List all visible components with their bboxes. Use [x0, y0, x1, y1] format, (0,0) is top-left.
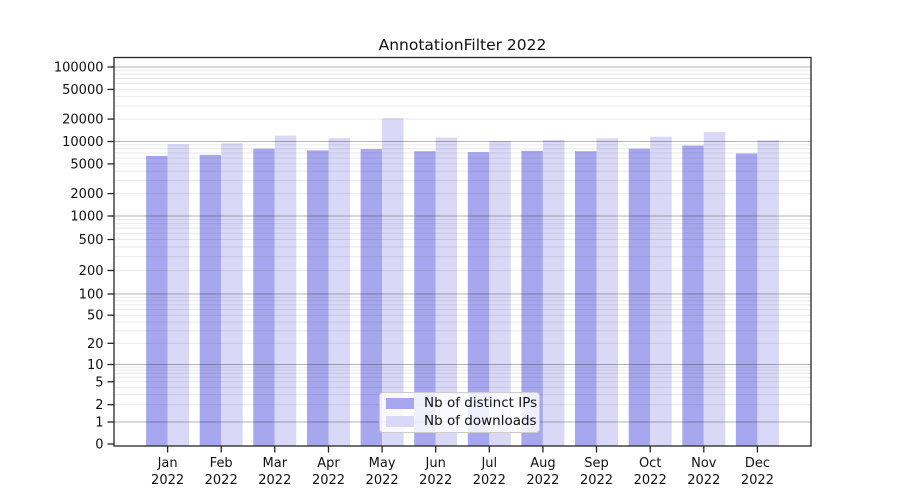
bar-feb-downloads: [221, 143, 243, 446]
x-tick-month: Feb: [210, 456, 233, 471]
chart-title: AnnotationFilter 2022: [378, 36, 547, 54]
bar-aug-downloads: [542, 139, 565, 446]
bar-feb-distinct-ips: [199, 154, 222, 446]
bar-aug-distinct-ips: [521, 150, 543, 446]
bar-jul-downloads: [489, 141, 511, 446]
x-tick-month: Jun: [425, 456, 446, 471]
x-tick-year: 2022: [526, 473, 559, 488]
bar-sep-downloads: [596, 138, 618, 446]
x-tick-year: 2022: [473, 473, 506, 488]
bar-apr-downloads: [328, 138, 350, 446]
y-tick-label: 2: [95, 398, 103, 413]
bar-oct-downloads: [650, 136, 672, 446]
x-tick-year: 2022: [580, 473, 613, 488]
legend-label-distinct-ips: Nb of distinct IPs: [424, 395, 538, 411]
y-tick-label: 2000: [70, 187, 103, 202]
bars: [146, 118, 779, 446]
x-tick-year: 2022: [258, 473, 291, 488]
legend-label-downloads: Nb of downloads: [424, 413, 537, 429]
x-tick-year: 2022: [205, 473, 238, 488]
x-axis: Jan 2022 Feb 2022 Mar 2022 Apr 2022 May 2022 Jun 20…: [151, 446, 774, 488]
y-tick-label: 50000: [62, 83, 103, 98]
x-tick-month: Mar: [263, 456, 288, 471]
x-tick-month: Aug: [530, 456, 555, 471]
y-axis: 1000005000020000100005000200010005002001…: [54, 61, 114, 453]
x-tick-year: 2022: [419, 473, 452, 488]
bar-dec-downloads: [757, 140, 779, 446]
y-tick-label: 5000: [70, 157, 103, 172]
bar-sep-distinct-ips: [575, 151, 597, 446]
x-tick-year: 2022: [634, 473, 667, 488]
legend-swatch-distinct-ips: [386, 398, 414, 409]
legend: Nb of distinct IPs Nb of downloads: [379, 392, 540, 433]
y-tick-label: 5: [95, 375, 103, 390]
y-tick-label: 500: [79, 233, 104, 248]
bar-mar-distinct-ips: [253, 148, 275, 446]
y-tick-label: 100: [79, 288, 104, 303]
legend-item-downloads: Nb of downloads: [386, 414, 539, 429]
plot-border: [113, 56, 812, 447]
x-tick-month: Sep: [584, 456, 609, 471]
bar-nov-downloads: [703, 132, 726, 446]
x-tick-year: 2022: [741, 473, 774, 488]
x-tick-month: Jul: [480, 456, 497, 471]
x-tick-year: 2022: [312, 473, 345, 488]
y-tick-label: 1: [95, 416, 103, 431]
bar-jun-downloads: [435, 137, 458, 446]
y-tick-label: 0: [95, 438, 103, 453]
y-tick-label: 10000: [62, 135, 103, 150]
y-tick-label: 100000: [54, 61, 104, 76]
x-tick-year: 2022: [366, 473, 399, 488]
bar-nov-distinct-ips: [682, 145, 704, 446]
x-tick-year: 2022: [151, 473, 184, 488]
bar-mar-downloads: [274, 135, 297, 446]
bar-dec-distinct-ips: [735, 153, 758, 446]
legend-item-distinct-ips: Nb of distinct IPs: [386, 396, 539, 411]
x-tick-month: Nov: [691, 456, 717, 471]
bar-apr-distinct-ips: [307, 150, 329, 446]
y-tick-label: 50: [87, 309, 104, 324]
minor-gridlines: [114, 69, 811, 406]
bar-may-downloads: [382, 118, 404, 446]
x-tick-month: Apr: [317, 456, 340, 471]
bar-jul-distinct-ips: [467, 152, 490, 446]
x-tick-year: 2022: [687, 473, 720, 488]
bar-jan-downloads: [167, 144, 190, 446]
x-tick-month: Dec: [745, 456, 770, 471]
legend-swatch-downloads: [386, 416, 414, 427]
bar-may-distinct-ips: [360, 149, 383, 446]
y-tick-label: 1000: [70, 210, 103, 225]
x-tick-month: May: [369, 456, 396, 471]
y-tick-label: 20: [87, 337, 104, 352]
y-tick-label: 20000: [62, 113, 103, 128]
x-tick-month: Oct: [639, 456, 661, 471]
bar-jan-distinct-ips: [146, 155, 168, 446]
bar-oct-distinct-ips: [628, 148, 651, 446]
bar-jun-distinct-ips: [414, 151, 436, 446]
y-tick-label: 10: [87, 358, 104, 373]
y-tick-label: 200: [79, 264, 104, 279]
x-tick-month: Jan: [157, 456, 178, 471]
